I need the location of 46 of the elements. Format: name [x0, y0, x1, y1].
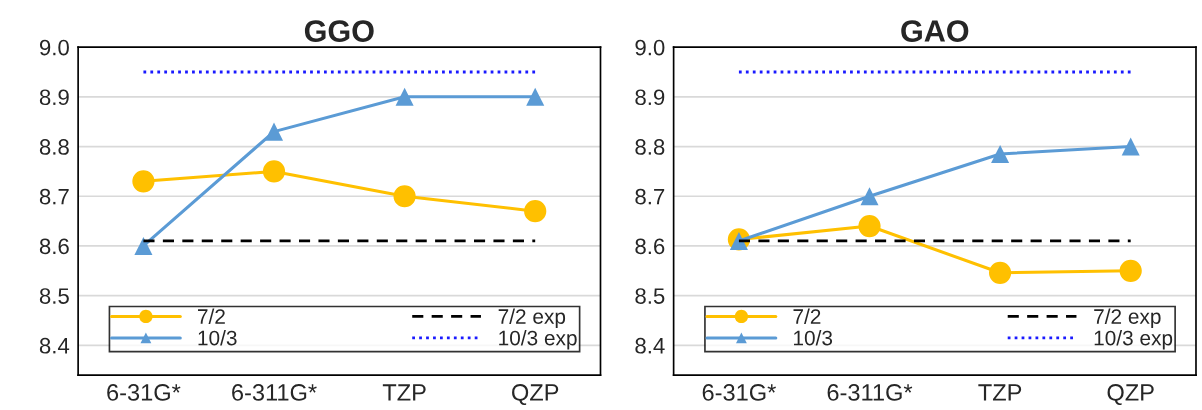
x-tick-label: TZP: [978, 384, 1022, 401]
point: [264, 122, 284, 141]
x-tick-label: 6-311G*: [232, 384, 317, 401]
x-tick-label: 6-31G*: [107, 384, 181, 401]
y-tick-label: 8.7: [635, 188, 665, 205]
point: [132, 170, 155, 193]
chart-title: GGO: [304, 20, 374, 42]
point: [524, 200, 547, 223]
y-tick-label: 8.4: [635, 337, 665, 354]
x-tick-label: 6-311G*: [827, 384, 913, 401]
point: [860, 187, 879, 206]
point: [262, 160, 286, 183]
y-tick-label: 8.7: [39, 188, 69, 205]
point: [991, 144, 1010, 164]
legend-label: 10/3 exp: [1094, 330, 1173, 350]
legend-label: 7/2 exp: [1094, 308, 1161, 329]
y-tick-label: 8.9: [39, 89, 69, 106]
point: [1119, 259, 1142, 282]
point: [858, 214, 881, 238]
legend-label: 10/3: [794, 330, 833, 346]
legend-label: 7/2: [793, 308, 821, 324]
x-tick-label: QZP: [1107, 384, 1154, 406]
y-tick-label: 8.6: [39, 238, 69, 255]
x-tick-label: 6-31G*: [702, 384, 776, 401]
y-tick-label: 8.5: [39, 288, 69, 304]
point: [393, 185, 416, 208]
y-tick-label: 9.0: [635, 39, 665, 56]
point: [395, 87, 414, 106]
y-tick-label: 8.8: [39, 139, 69, 155]
point: [988, 261, 1012, 284]
legend-label: 10/3 exp: [499, 330, 577, 350]
y-tick-label: 9.0: [39, 39, 69, 56]
legend-label: 10/3: [198, 330, 237, 346]
chart-title: GAO: [901, 20, 969, 42]
x-tick-label: TZP: [382, 384, 426, 401]
point: [134, 236, 153, 255]
y-tick-label: 8.6: [635, 238, 665, 255]
legend-label: 7/2: [198, 308, 225, 324]
y-tick-label: 8.9: [635, 89, 665, 106]
y-tick-label: 8.8: [635, 139, 665, 155]
point: [526, 87, 545, 106]
y-tick-label: 8.5: [635, 288, 665, 304]
point: [1121, 137, 1140, 156]
legend-label: 7/2 exp: [498, 308, 566, 329]
x-tick-label: QZP: [512, 384, 559, 406]
y-tick-label: 8.4: [39, 337, 70, 354]
